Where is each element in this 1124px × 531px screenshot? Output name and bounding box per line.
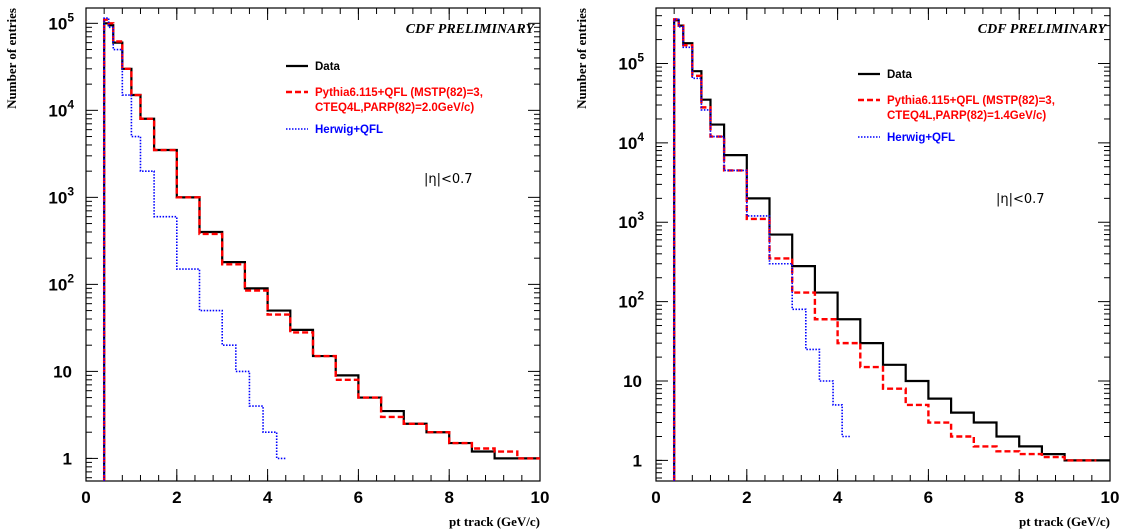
legend-label-line: Herwig+QFL — [887, 132, 955, 144]
legend-label-line: Pythia6.115+QFL (MSTP(82)=3, — [887, 95, 1055, 107]
series-group — [672, 18, 1110, 481]
x-tick-label: 6 — [924, 488, 933, 507]
legend-label-line: Pythia6.115+QFL (MSTP(82)=3, — [315, 87, 483, 99]
series-line-dashed — [672, 18, 1097, 481]
legend-label-line: CTEQ4L,PARP(82)=1.4GeV/c) — [887, 110, 1046, 122]
legend-label: Data — [887, 69, 913, 81]
y-tick-exponent: 3 — [637, 209, 644, 223]
x-tick-label: 10 — [531, 488, 550, 507]
x-axis: 0 2 4 6 8 10 — [81, 8, 549, 507]
y-tick-label: 103 — [618, 209, 644, 232]
legend-label: Data — [315, 61, 341, 73]
y-tick-label: 1 — [63, 449, 72, 468]
legend-label: Herwig+QFL — [315, 124, 383, 136]
y-tick-label: 104 — [618, 130, 644, 153]
x-tick-label: 6 — [354, 488, 363, 507]
eta-annotation: |η|<0.7 — [996, 192, 1045, 207]
legend: Data Pythia6.115+QFL (MSTP(82)=3, CTEQ4L,P… — [858, 69, 1055, 144]
x-tick-label: 8 — [444, 488, 453, 507]
left-panel: 0 2 4 6 8 10 1 10 102 103 104 105 Number of entries p… — [4, 7, 549, 529]
y-tick-label: 105 — [48, 10, 74, 33]
x-tick-label: 0 — [651, 488, 660, 507]
x-axis-title: pt track (GeV/c) — [1019, 514, 1110, 529]
x-tick-label: 8 — [1014, 488, 1023, 507]
y-tick-exponent: 3 — [67, 184, 74, 198]
y-tick-label: 1 — [633, 451, 642, 470]
x-tick-label: 2 — [172, 488, 181, 507]
y-tick-exponent: 5 — [67, 10, 74, 24]
y-axis-title: Number of entries — [4, 8, 19, 109]
y-tick-label: 105 — [618, 50, 644, 73]
right-panel: 0 2 4 6 8 10 1 10 102 103 104 105 Number of entries p… — [574, 7, 1119, 529]
legend-label: Herwig+QFL — [887, 132, 955, 144]
y-tick-label: 102 — [618, 289, 644, 312]
plot-frame — [655, 7, 1111, 482]
plot-frame — [85, 7, 541, 482]
x-axis-title: pt track (GeV/c) — [449, 514, 540, 529]
x-axis: 0 2 4 6 8 10 — [651, 8, 1119, 507]
x-tick-label: 10 — [1101, 488, 1120, 507]
y-axis: 1 10 102 103 104 105 — [618, 7, 1110, 479]
legend-label: Pythia6.115+QFL (MSTP(82)=3, CTEQ4L,PARP(… — [315, 87, 483, 114]
legend-label-line: Data — [315, 61, 341, 73]
chart-title: CDF PRELIMINARY — [406, 22, 536, 37]
legend-label-line: CTEQ4L,PARP(82)=2.0GeV/c) — [315, 102, 474, 114]
y-tick-exponent: 4 — [637, 130, 644, 144]
y-tick-label: 103 — [48, 184, 74, 207]
legend-label: Pythia6.115+QFL (MSTP(82)=3, CTEQ4L,PARP(… — [887, 95, 1055, 122]
y-tick-exponent: 2 — [637, 289, 644, 303]
y-tick-label: 104 — [48, 97, 74, 120]
legend: Data Pythia6.115+QFL (MSTP(82)=3, CTEQ4L,P… — [286, 61, 483, 136]
series-line-dotted — [673, 18, 852, 481]
y-axis-title: Number of entries — [574, 8, 589, 109]
x-tick-label: 4 — [833, 488, 843, 507]
y-tick-label: 10 — [623, 372, 642, 391]
y-tick-exponent: 2 — [67, 271, 74, 285]
series-line-solid — [673, 19, 1110, 481]
series-line-dotted — [103, 17, 286, 481]
y-tick-exponent: 5 — [637, 50, 644, 64]
x-tick-label: 0 — [81, 488, 90, 507]
legend-label-line: Herwig+QFL — [315, 124, 383, 136]
series-line-dashed — [102, 18, 540, 481]
eta-annotation: |η|<0.7 — [424, 172, 473, 187]
x-tick-label: 4 — [263, 488, 273, 507]
chart-title: CDF PRELIMINARY — [978, 22, 1108, 37]
series-group — [102, 17, 540, 481]
y-tick-exponent: 4 — [67, 97, 74, 111]
y-tick-label: 102 — [48, 271, 74, 294]
legend-label-line: Data — [887, 69, 913, 81]
y-tick-label: 10 — [53, 362, 72, 381]
x-tick-label: 2 — [742, 488, 751, 507]
